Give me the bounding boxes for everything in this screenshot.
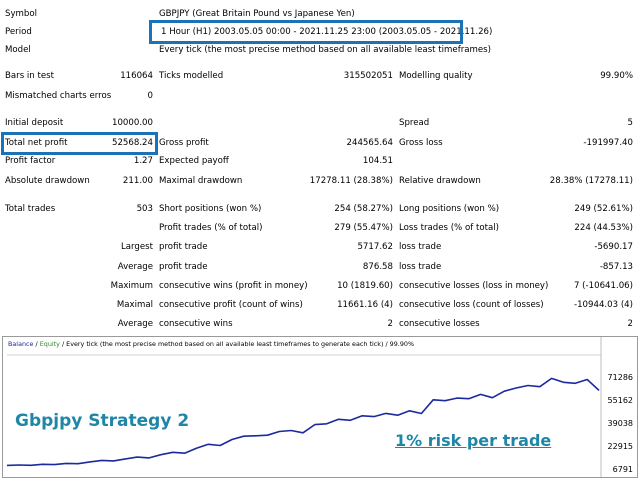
maxdd-label: Maximal drawdown — [159, 176, 243, 186]
avg-consec-wins-value: 2 — [387, 319, 393, 329]
mismatch-value: 0 — [147, 91, 153, 101]
largest-profit-value: 5717.62 — [357, 242, 393, 252]
period-label: Period — [5, 27, 32, 37]
max-consec-losses-value: 7 (-10641.06) — [573, 281, 633, 291]
period-highlight-box — [149, 20, 463, 44]
grossprofit-value: 244565.64 — [346, 138, 393, 148]
trades-label: Total trades — [5, 204, 56, 214]
netprofit-value: 52568.24 — [111, 138, 153, 148]
model-label: Model — [5, 45, 31, 55]
max-consec-wins-label: consecutive wins (profit in money) — [159, 281, 308, 291]
legend-separator: / — [33, 340, 40, 348]
max-consec-profit-value: 11661.16 (4) — [337, 300, 393, 310]
average-consec-label: Average — [117, 319, 153, 329]
payoff-value: 104.51 — [362, 156, 393, 166]
grossprofit-label: Gross profit — [159, 138, 209, 148]
bars-value: 116064 — [120, 71, 153, 81]
average-profit-value: 876.58 — [362, 262, 393, 272]
average-profit-label: profit trade — [159, 262, 208, 272]
largest-label: Largest — [120, 242, 153, 252]
grossloss-value: -191997.40 — [583, 138, 633, 148]
avg-consec-wins-label: consecutive wins — [159, 319, 233, 329]
reldd-label: Relative drawdown — [399, 176, 481, 186]
max-consec-wins-value: 10 (1819.60) — [337, 281, 393, 291]
largest-loss-value: -5690.17 — [594, 242, 633, 252]
long-value: 249 (52.61%) — [574, 204, 633, 214]
maximum-label: Maximum — [110, 281, 153, 291]
long-label: Long positions (won %) — [399, 204, 500, 214]
average-label: Average — [117, 262, 153, 272]
quality-label: Modelling quality — [399, 71, 473, 81]
risk-note: 1% risk per trade — [395, 431, 552, 450]
report-table: Symbol GBPJPY (Great Britain Pound vs Ja… — [1, 9, 633, 329]
average-loss-label: loss trade — [399, 262, 442, 272]
y-tick-label: 6791 — [612, 465, 633, 474]
trades-value: 503 — [136, 204, 153, 214]
short-label: Short positions (won %) — [159, 204, 262, 214]
chart-legend: Balance / Equity / Every tick (the most … — [8, 340, 414, 348]
largest-loss-label: loss trade — [399, 242, 442, 252]
absdd-label: Absolute drawdown — [5, 176, 90, 186]
legend-equity: Equity — [39, 340, 60, 348]
ptrades-value: 279 (55.47%) — [334, 223, 393, 233]
bars-label: Bars in test — [5, 71, 54, 81]
symbol-value: GBPJPY (Great Britain Pound vs Japanese … — [159, 9, 355, 19]
netprofit-label: Total net profit — [5, 138, 68, 148]
largest-profit-label: profit trade — [159, 242, 208, 252]
deposit-value: 10000.00 — [111, 118, 153, 128]
avg-consec-losses-value: 2 — [627, 319, 633, 329]
period-value: 1 Hour (H1) 2003.05.05 00:00 - 2021.11.2… — [161, 27, 493, 37]
spread-value: 5 — [627, 118, 633, 128]
reldd-value: 28.38% (17278.11) — [549, 176, 633, 186]
max-consec-losses-label: consecutive losses (loss in money) — [399, 281, 549, 291]
ltrades-value: 224 (44.53%) — [574, 223, 633, 233]
model-value: Every tick (the most precise method base… — [159, 45, 492, 55]
legend-description: / Every tick (the most precise method ba… — [59, 340, 415, 348]
y-tick-label: 39038 — [607, 419, 633, 428]
legend-balance: Balance — [8, 340, 34, 348]
balance-line — [6, 377, 600, 467]
max-consec-profit-label: consecutive profit (count of wins) — [159, 300, 303, 310]
avg-consec-losses-label: consecutive losses — [399, 319, 480, 329]
absdd-value: 211.00 — [122, 176, 153, 186]
maximal-label: Maximal — [116, 300, 153, 310]
pf-value: 1.27 — [133, 156, 153, 166]
balance-chart: Balance / Equity / Every tick (the most … — [2, 336, 638, 478]
max-consec-loss-label: consecutive loss (count of losses) — [399, 300, 544, 310]
max-consec-loss-value: -10944.03 (4) — [573, 300, 633, 310]
quality-value: 99.90% — [600, 71, 633, 81]
y-tick-label: 22915 — [607, 441, 633, 451]
deposit-label: Initial deposit — [5, 118, 64, 128]
netprofit-highlight-box — [1, 132, 158, 155]
strategy-title: Gbpjpy Strategy 2 — [15, 411, 190, 431]
mismatch-label: Mismatched charts erros — [5, 91, 112, 101]
payoff-label: Expected payoff — [159, 156, 229, 166]
y-tick-label: 55162 — [607, 396, 633, 405]
ticks-value: 315502051 — [343, 71, 393, 81]
short-value: 254 (58.27%) — [334, 204, 393, 214]
pf-label: Profit factor — [5, 156, 56, 166]
ticks-label: Ticks modelled — [159, 71, 224, 81]
ltrades-label: Loss trades (% of total) — [399, 223, 499, 233]
y-tick-label: 71286 — [607, 373, 633, 382]
maxdd-value: 17278.11 (28.38%) — [309, 176, 393, 186]
symbol-label: Symbol — [5, 9, 38, 19]
spread-label: Spread — [399, 118, 430, 128]
ptrades-label: Profit trades (% of total) — [159, 223, 263, 233]
balance-chart-svg — [6, 337, 602, 477]
grossloss-label: Gross loss — [399, 138, 443, 148]
average-loss-value: -857.13 — [599, 262, 633, 272]
